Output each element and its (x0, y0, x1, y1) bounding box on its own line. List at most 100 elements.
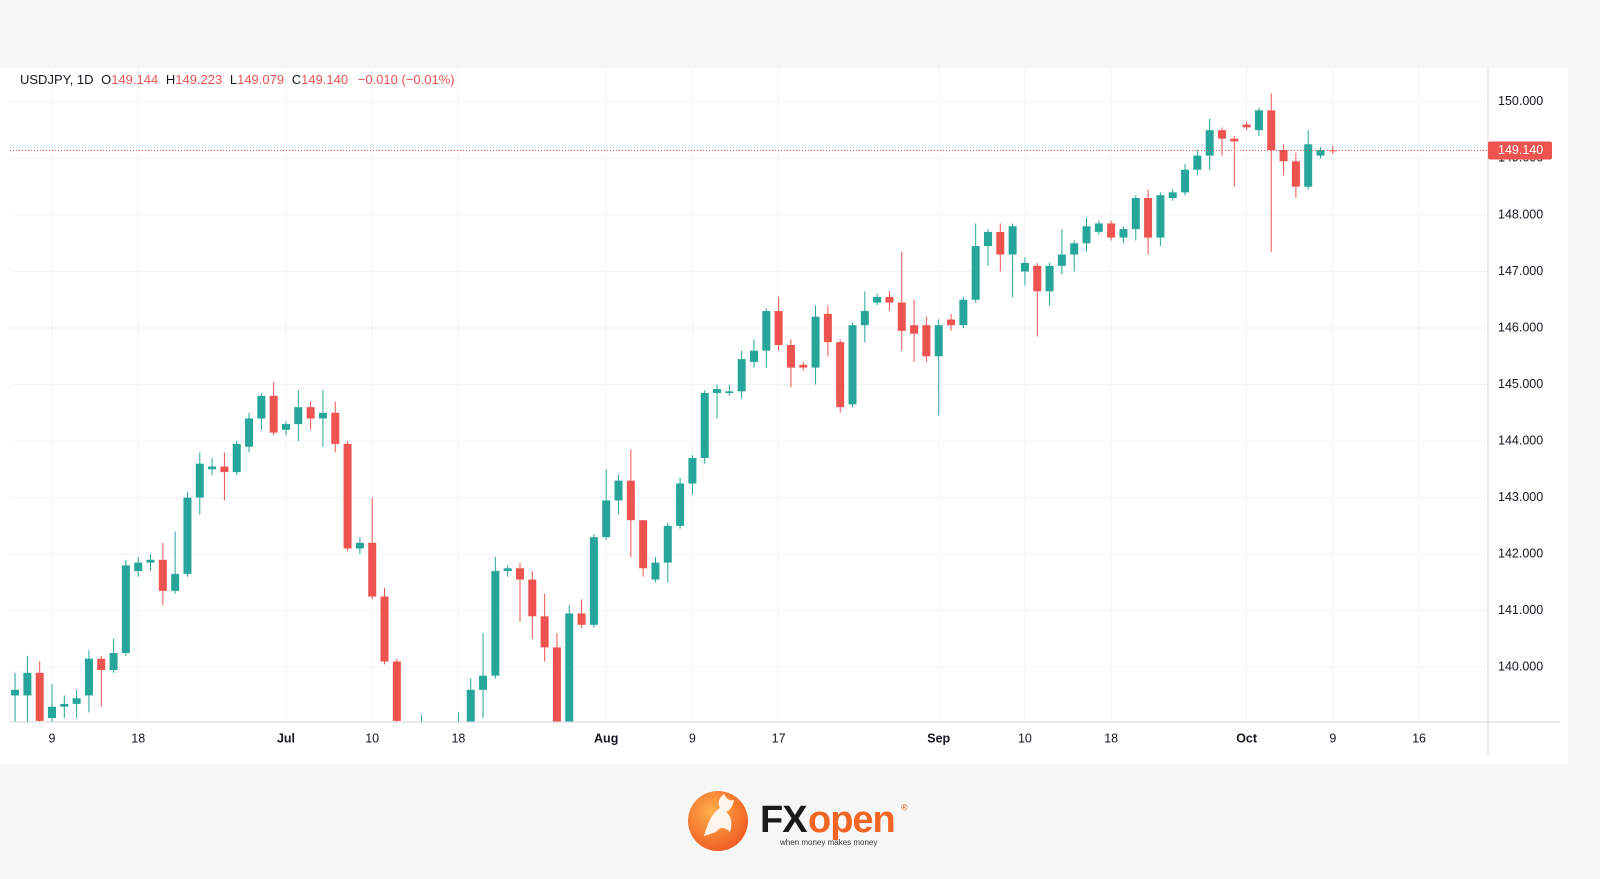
symbol: USDJPY, 1D (20, 72, 93, 87)
x-tick-label: 9 (1329, 731, 1336, 745)
candle-body (97, 658, 106, 670)
open-value: 149.144 (111, 72, 158, 87)
y-tick-label: 142.000 (1498, 546, 1543, 560)
candle-body (1008, 226, 1017, 255)
candle-body (565, 613, 574, 722)
candle-body (281, 424, 290, 430)
candle-body (171, 573, 180, 591)
x-tick-label: 18 (451, 731, 465, 745)
candle-body (1156, 195, 1165, 238)
x-tick-label: 9 (49, 731, 56, 745)
candle-body (47, 706, 56, 719)
candle-body (602, 500, 611, 538)
x-tick-label: Oct (1236, 731, 1258, 745)
candle-body (1094, 223, 1103, 232)
x-tick-label: 16 (1412, 731, 1426, 745)
candle-body (749, 350, 758, 362)
candle-body (479, 675, 488, 690)
candle-body (306, 407, 315, 419)
candle-body (294, 407, 303, 425)
y-tick-label: 150.000 (1498, 94, 1543, 108)
candle-body (614, 480, 623, 501)
candle-body (121, 565, 130, 654)
candle-body (848, 325, 857, 405)
candle-body (1119, 229, 1128, 238)
candle-body (72, 698, 81, 704)
candle-body (11, 689, 20, 696)
candle-body (355, 542, 364, 549)
candle-body (1217, 130, 1226, 139)
candle-body (35, 672, 44, 721)
candle-body (1279, 149, 1288, 162)
candle-body (823, 313, 832, 343)
candle-body (1242, 124, 1251, 128)
candle-body (676, 483, 685, 526)
candle-body (1230, 138, 1239, 142)
brand-suffix: open (808, 799, 895, 841)
candle-body (725, 391, 734, 394)
candle-body (1254, 110, 1263, 131)
candle-body (540, 616, 549, 648)
low-label: L (230, 72, 237, 87)
candle-body (700, 393, 709, 459)
candle-body (380, 596, 389, 662)
candle-body (515, 568, 524, 580)
candle-body (528, 579, 537, 617)
candle-body (774, 311, 783, 345)
candle-body (873, 296, 882, 303)
candle-body (1045, 265, 1054, 292)
grid (10, 68, 1488, 722)
candle-body (996, 231, 1005, 255)
y-tick-label: 141.000 (1498, 603, 1543, 617)
x-tick-label: 17 (772, 731, 786, 745)
candle-body (331, 412, 340, 444)
candle-body (589, 537, 598, 625)
candle-body (934, 325, 943, 357)
candle-body (146, 559, 155, 563)
candle-body (983, 231, 992, 247)
candle-body (84, 658, 93, 696)
candle-body (762, 311, 771, 351)
candle-body (663, 525, 672, 563)
candle-body (109, 653, 118, 670)
candle-body (1107, 223, 1116, 238)
y-tick-label: 148.000 (1498, 207, 1543, 221)
candle-body (368, 542, 377, 597)
candle-body (1131, 198, 1140, 230)
candle-body (1020, 263, 1029, 272)
candle-body (713, 389, 722, 394)
candle-body (577, 613, 586, 625)
candle-body (626, 480, 635, 521)
axes: 140.000 141.000 142.000 143.000 144.000 145.0… (10, 68, 1560, 755)
candle-body (195, 463, 204, 498)
x-tick-label: 18 (1104, 731, 1118, 745)
candle-body (922, 325, 931, 357)
candle-body (897, 302, 906, 331)
candle-body (885, 296, 894, 303)
x-tick-label: 10 (365, 731, 379, 745)
logo-dragon (704, 794, 734, 836)
candle-body (1267, 110, 1276, 150)
candle-body (208, 466, 217, 470)
change-value: −0.010 (−0.01%) (358, 72, 455, 87)
x-tick-label: Sep (927, 731, 950, 745)
candle-body (1168, 192, 1177, 199)
x-tick-label: Aug (594, 731, 618, 745)
candle-body (343, 443, 352, 549)
candle-body (466, 689, 475, 722)
candle-body (503, 568, 512, 572)
candle-body (1316, 149, 1325, 156)
y-tick-label: 147.000 (1498, 264, 1543, 278)
candle-body (836, 342, 845, 408)
candle-body (1070, 243, 1079, 255)
y-tick-label: 140.000 (1498, 659, 1543, 673)
candle-body (60, 703, 69, 707)
candle-body (1033, 265, 1042, 292)
last-price-box (1488, 141, 1552, 160)
candle-body (183, 497, 192, 574)
candle-body (1082, 226, 1091, 244)
candle-body (947, 319, 956, 326)
candle-body (257, 395, 266, 419)
open-label: O (101, 72, 111, 87)
